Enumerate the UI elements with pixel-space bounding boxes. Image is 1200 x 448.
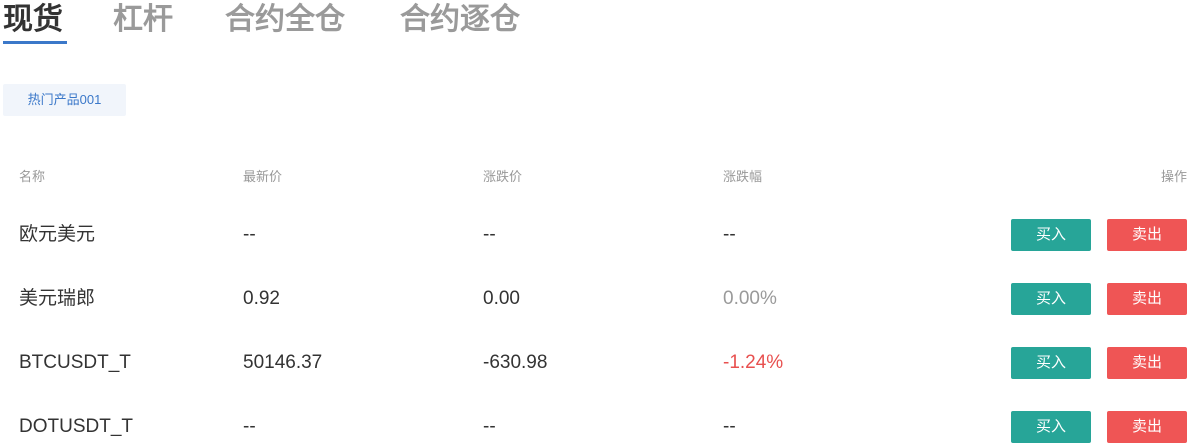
row-change: 0.00 [483, 288, 520, 309]
row-name: 欧元美元 [19, 224, 96, 245]
table-row: 欧元美元 -- -- -- 买入 卖出 [0, 217, 1200, 253]
sell-button[interactable]: 卖出 [1107, 283, 1187, 315]
row-last-price: -- [243, 416, 256, 437]
row-last-price: -- [243, 224, 256, 245]
row-name: BTCUSDT_T [19, 352, 131, 373]
table-header: 名称 最新价 涨跌价 涨跌幅 操作 [0, 166, 1200, 184]
row-last-price: 0.92 [243, 288, 280, 309]
row-name: 美元瑞郎 [19, 288, 96, 309]
header-last-price: 最新价 [243, 169, 283, 184]
header-name: 名称 [19, 169, 46, 184]
tab-spot[interactable]: 现货 [3, 3, 63, 36]
row-change-pct: 0.00% [723, 288, 777, 309]
sell-button[interactable]: 卖出 [1107, 411, 1187, 443]
row-change: -- [483, 416, 496, 437]
table-row: DOTUSDT_T -- -- -- 买入 卖出 [0, 409, 1200, 445]
sell-button[interactable]: 卖出 [1107, 347, 1187, 379]
row-last-price: 50146.37 [243, 352, 323, 373]
row-change: -630.98 [483, 352, 548, 373]
buy-button[interactable]: 买入 [1011, 411, 1091, 443]
table-row: 美元瑞郎 0.92 0.00 0.00% 买入 卖出 [0, 281, 1200, 317]
buy-button[interactable]: 买入 [1011, 283, 1091, 315]
header-change-pct: 涨跌幅 [723, 169, 763, 184]
tab-contract-cross[interactable]: 合约全仓 [225, 3, 345, 36]
tab-margin[interactable]: 杠杆 [113, 3, 173, 36]
row-change-pct: -1.24% [723, 352, 784, 373]
buy-button[interactable]: 买入 [1011, 219, 1091, 251]
table-row: BTCUSDT_T 50146.37 -630.98 -1.24% 买入 卖出 [0, 345, 1200, 381]
header-action: 操作 [1160, 169, 1187, 184]
tab-contract-isolated[interactable]: 合约逐仓 [400, 3, 520, 36]
category-chip-hot-products[interactable]: 热门产品001 [3, 84, 126, 116]
row-name: DOTUSDT_T [19, 416, 133, 437]
row-change-pct: -- [723, 224, 736, 245]
row-change-pct: -- [723, 416, 736, 437]
header-change: 涨跌价 [483, 169, 523, 184]
buy-button[interactable]: 买入 [1011, 347, 1091, 379]
sell-button[interactable]: 卖出 [1107, 219, 1187, 251]
row-change: -- [483, 224, 496, 245]
active-tab-indicator [3, 41, 67, 44]
